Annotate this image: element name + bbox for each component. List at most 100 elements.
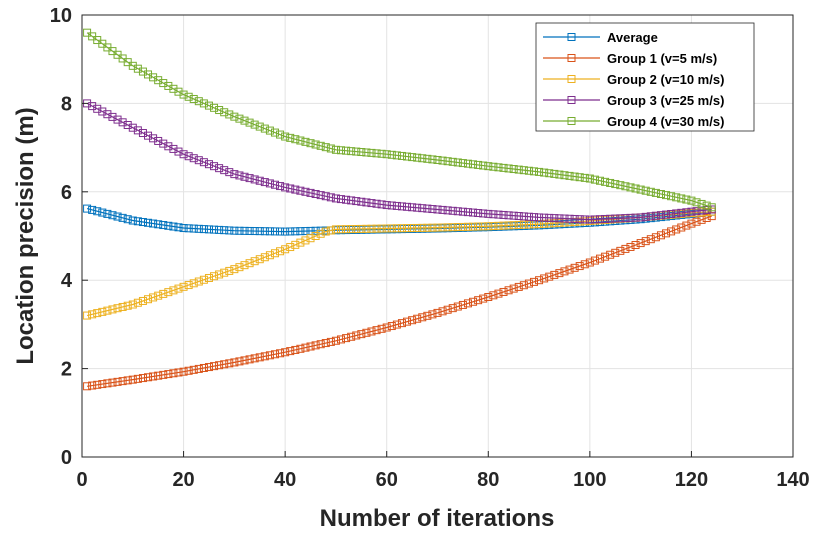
data-point-marker [631,241,640,250]
data-point-marker [529,213,538,222]
data-point-marker [494,289,503,298]
data-point-marker [204,160,213,169]
data-point-marker [123,376,132,385]
data-point-marker [326,226,335,235]
data-point-marker [443,223,452,232]
data-point-marker [316,141,325,150]
data-point-marker [270,350,279,359]
data-point-marker [392,320,401,329]
data-point-marker [626,213,635,222]
data-point-marker [260,227,269,236]
data-point-marker [408,316,417,325]
data-point-marker [342,334,351,343]
data-point-marker [428,205,437,214]
data-point-marker [484,222,493,231]
data-point-marker [545,169,554,178]
data-point-marker [529,167,538,176]
data-point-marker [276,247,285,256]
y-tick-label: 6 [61,182,72,204]
data-point-marker [210,162,219,171]
data-point-marker [367,148,376,157]
data-point-marker [159,139,168,148]
data-point-marker [286,347,295,356]
data-point-marker [545,272,554,281]
data-point-marker [692,217,701,226]
data-point-marker [499,287,508,296]
data-point-marker [270,180,279,189]
data-point-marker [443,305,452,314]
data-point-marker [98,380,107,389]
data-point-marker [514,165,523,174]
data-point-marker [149,219,158,228]
data-point-marker [469,297,478,306]
data-point-marker [418,313,427,322]
data-point-marker [164,142,173,151]
data-point-marker [606,178,615,187]
data-point-marker [636,239,645,248]
data-point-marker [179,367,188,376]
data-point-marker [408,203,417,212]
data-point-marker [331,194,340,203]
data-point-marker [144,70,153,79]
data-point-marker [215,225,224,234]
data-point-marker [667,192,676,201]
data-point-marker [377,200,386,209]
data-point-marker [672,209,681,218]
data-point-marker [463,159,472,168]
data-point-marker [245,226,254,235]
x-tick-label: 80 [477,469,499,491]
data-point-marker [362,328,371,337]
data-point-marker [169,286,178,295]
data-point-marker [535,276,544,285]
data-point-marker [458,300,467,309]
data-point-marker [164,370,173,379]
data-point-marker [250,354,259,363]
data-point-marker [108,305,117,314]
data-point-marker [342,225,351,234]
data-point-marker [580,173,589,182]
data-point-marker [123,121,132,130]
data-point-marker [570,172,579,181]
data-point-marker [403,317,412,326]
data-point-marker [103,306,112,315]
data-point-marker [179,90,188,99]
data-point-marker [250,120,259,129]
data-point-marker [179,150,188,159]
data-point-marker [418,154,427,163]
legend-label: Group 2 (v=10 m/s) [607,72,724,87]
data-point-marker [169,84,178,93]
data-point-marker [555,218,564,227]
legend-marker [567,117,576,125]
data-point-marker [194,224,203,233]
data-point-marker [697,215,706,224]
data-point-marker [88,381,97,390]
y-tick-label: 4 [61,270,73,292]
data-point-marker [357,197,366,206]
data-point-marker [204,225,213,234]
data-point-marker [585,215,594,224]
data-point-marker [174,368,183,377]
y-axis-title: Location precision (m) [12,107,39,364]
data-point-marker [174,284,183,293]
data-point-marker [225,168,234,177]
data-point-marker [184,152,193,161]
data-point-marker [651,233,660,242]
x-tick-label: 40 [274,469,296,491]
legend-label: Group 1 (v=5 m/s) [607,51,717,66]
data-point-marker [463,222,472,231]
data-point-marker [352,225,361,234]
data-point-marker [204,273,213,282]
data-point-marker [677,208,686,217]
data-point-marker [93,104,102,113]
data-point-marker [265,351,274,360]
data-point-marker [331,145,340,154]
data-point-marker [545,213,554,222]
data-point-marker [174,87,183,96]
data-point-marker [296,136,305,145]
data-point-marker [260,178,269,187]
data-point-marker [672,225,681,234]
data-point-marker [159,221,168,230]
data-point-marker [489,291,498,300]
data-point-marker [397,224,406,233]
data-point-marker [245,118,254,127]
